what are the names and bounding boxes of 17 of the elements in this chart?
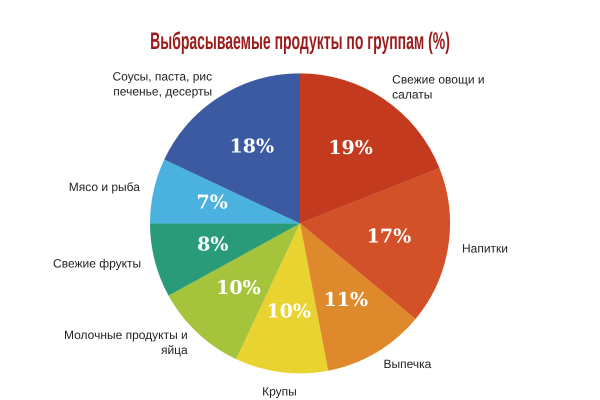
slice-label: Выпечка [383,356,432,371]
data-label: 17% [366,225,412,248]
data-label: 19% [328,136,373,159]
data-label: 10% [216,276,261,299]
data-label: 8% [197,234,228,256]
chart-title: Выбрасываемые продукты по группам (%) [150,28,450,56]
slice-label: Молочные продукты и яйца [64,328,188,357]
slice-label: Свежие фрукты [53,256,142,270]
data-label: 11% [324,288,368,311]
data-label: 7% [196,192,228,214]
slice-label: Крупы [262,384,297,398]
slice-label: Напитки [462,241,508,256]
data-label: 10% [266,300,311,323]
data-label: 18% [230,135,274,158]
slice-label: Свежие овощи и салаты [392,72,485,102]
slice-label: Соусы, паста, рис печенье, десерты [112,70,212,99]
slice-label: Мясо и рыба [68,180,140,194]
